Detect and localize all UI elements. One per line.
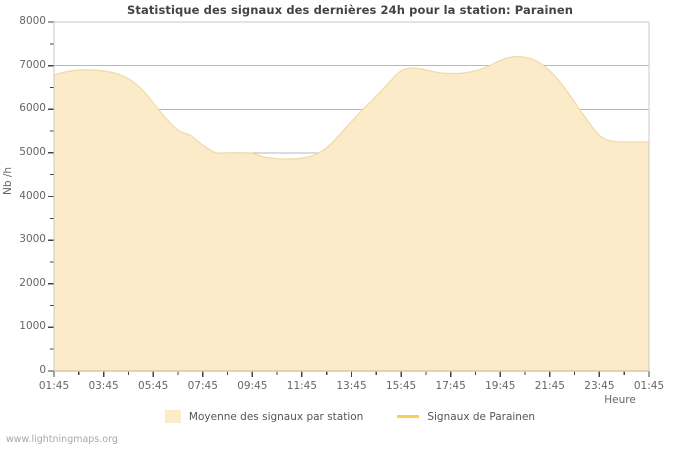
y-tick-label: 1000 <box>19 320 46 333</box>
y-tick-label: 6000 <box>19 102 46 115</box>
x-tick-label: 01:45 <box>633 380 665 392</box>
y-tick-label: 8000 <box>19 15 46 27</box>
chart-title: Statistique des signaux des dernières 24… <box>126 3 574 17</box>
x-axis-title: Heure <box>604 394 636 406</box>
x-tick-label: 19:45 <box>485 380 516 392</box>
series-area-edge <box>53 56 649 160</box>
x-tick-label: 07:45 <box>187 380 218 392</box>
legend-label-parainen: Signaux de Parainen <box>427 410 536 423</box>
x-tick-label: 05:45 <box>138 380 169 392</box>
x-tick-label: 15:45 <box>385 380 417 392</box>
x-tick-label: 21:45 <box>534 380 565 392</box>
legend-line-swatch-icon <box>397 415 420 418</box>
x-tick-label: 01:45 <box>38 380 70 392</box>
legend-item-moyenne[interactable]: Moyenne des signaux par station <box>164 410 364 423</box>
y-axis-title: Nb /h <box>2 166 14 196</box>
y-tick-label: 2000 <box>19 276 46 289</box>
x-tick-label: 11:45 <box>286 380 318 392</box>
legend-area-swatch-icon <box>164 410 181 423</box>
y-tick-label: 7000 <box>19 58 46 71</box>
x-tick-label: 09:45 <box>237 380 268 392</box>
legend-label-moyenne: Moyenne des signaux par station <box>188 410 364 423</box>
x-tick-label: 13:45 <box>336 380 367 392</box>
legend-item-parainen[interactable]: Signaux de Parainen <box>397 411 535 423</box>
y-tick-label: 4000 <box>19 189 46 202</box>
chart-legend: Moyenne des signaux par station Signaux … <box>0 410 700 423</box>
y-tick-label: 0 <box>39 364 46 376</box>
x-tick-label: 03:45 <box>88 380 119 392</box>
y-tick-label: 3000 <box>19 233 46 246</box>
x-tick-label: 17:45 <box>435 380 466 392</box>
series-area-moyenne <box>54 56 649 371</box>
y-tick-label: 5000 <box>19 145 46 158</box>
site-watermark: www.lightningmaps.org <box>6 434 118 445</box>
x-tick-label: 23:45 <box>584 380 615 392</box>
plot-frame <box>53 21 650 372</box>
